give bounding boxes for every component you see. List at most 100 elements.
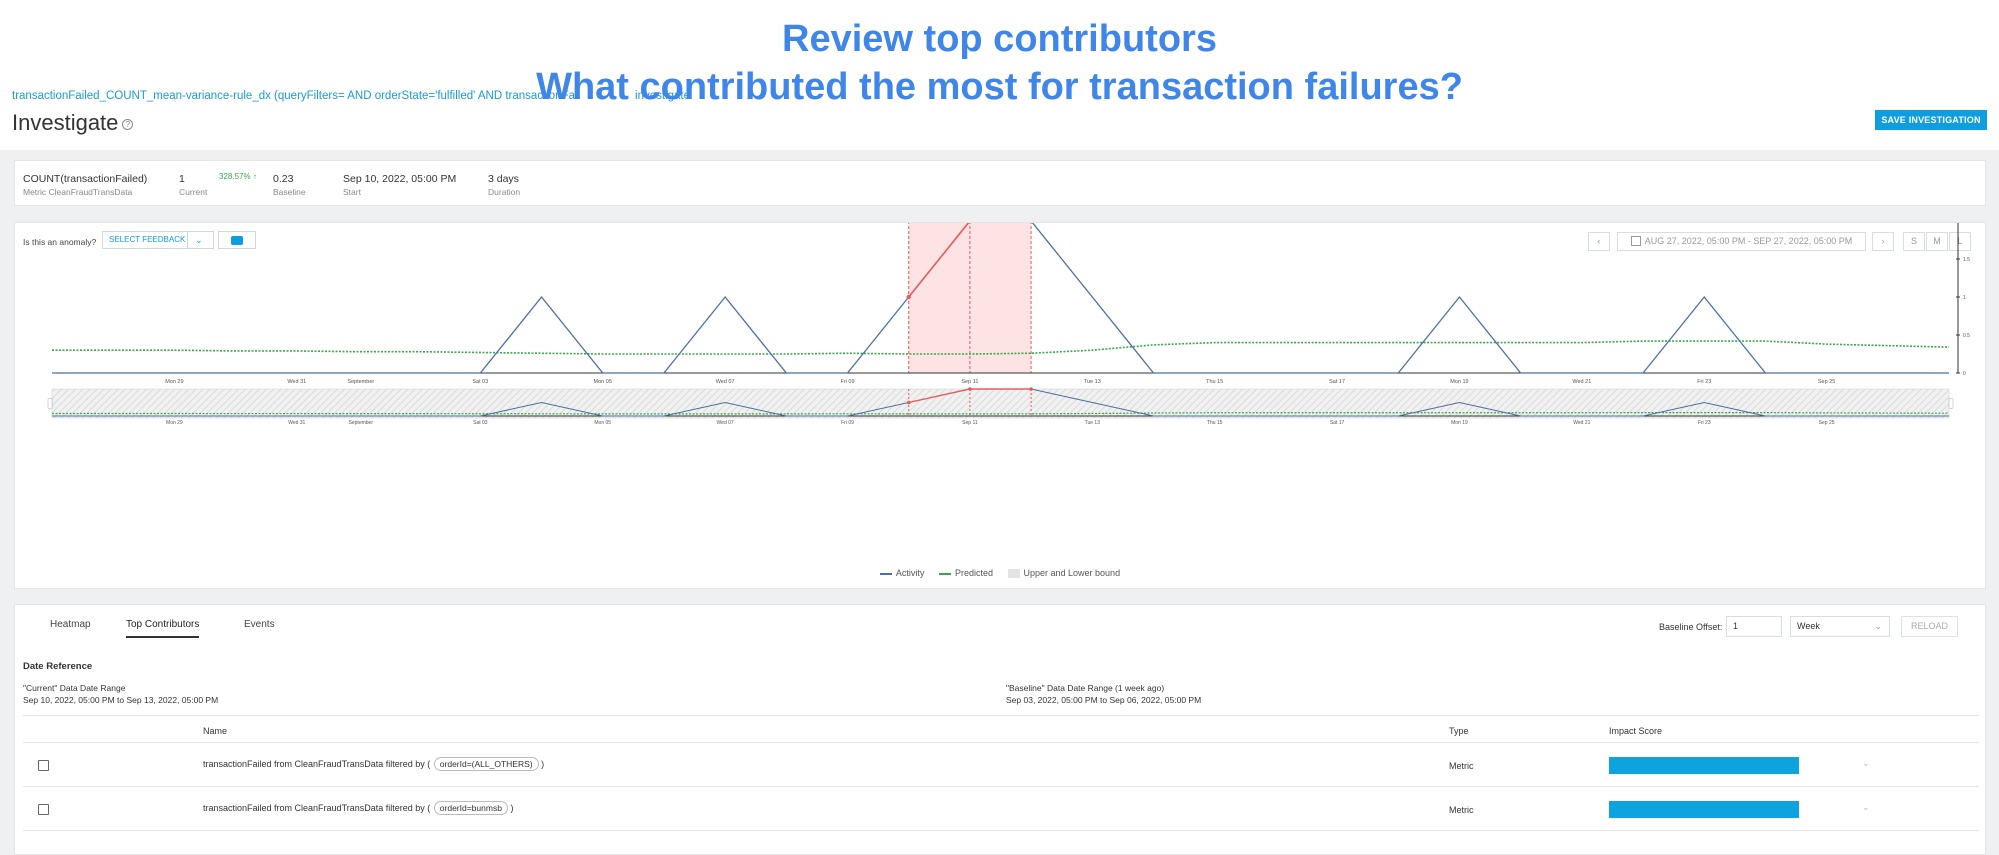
x-tick-label: Mon 29 (165, 379, 183, 385)
table-row[interactable]: transactionFailed from CleanFraudTransDa… (23, 787, 1979, 831)
overview-tick-label: Sep 25 (1819, 420, 1835, 426)
x-tick-label: Sat 03 (472, 379, 488, 385)
baseline-unit-select[interactable]: Week ⌄ (1790, 616, 1890, 637)
size-s-button[interactable]: S (1903, 232, 1925, 251)
y-tick-label: 1.5 (1963, 257, 1970, 263)
size-m-button[interactable]: M (1926, 232, 1948, 251)
overview-tick-label: Wed 07 (717, 420, 734, 426)
feedback-dropdown[interactable]: SELECT FEEDBACK ⌄ (102, 231, 214, 249)
chevron-down-icon: ⌄ (195, 235, 203, 245)
x-tick-label: Sep 11 (961, 379, 978, 385)
chevron-down-icon[interactable]: ⌄ (1862, 802, 1870, 812)
overview-tick-label: Sat 17 (1330, 420, 1345, 426)
tab-events[interactable]: Events (244, 619, 275, 630)
x-tick-label: Tue 13 (1084, 379, 1101, 385)
legend-predicted[interactable]: Predicted (938, 568, 993, 578)
date-range-text: AUG 27, 2022, 05:00 PM - SEP 27, 2022, 0… (1644, 236, 1853, 246)
metric-summary-card: COUNT(transactionFailed) Metric CleanFra… (14, 160, 1986, 206)
overview-tick-label: Sep 11 (962, 420, 978, 426)
current-label: Current (179, 187, 208, 197)
filter-chip[interactable]: orderId=(ALL_OTHERS) (433, 757, 539, 771)
save-investigation-button[interactable]: SAVE INVESTIGATION (1875, 110, 1987, 130)
baseline-label: Baseline (273, 187, 306, 197)
x-tick-label: Thu 15 (1206, 379, 1223, 385)
page-title: Investigate? (12, 110, 134, 136)
row-type: Metric (1449, 761, 1474, 771)
anomaly-activity-line (908, 223, 970, 298)
x-tick-label: Sat 17 (1329, 379, 1345, 385)
duration-value: 3 days (488, 173, 519, 185)
chevron-down-icon: ⌄ (1874, 621, 1882, 631)
overview-tick-label: Fri 23 (1698, 420, 1711, 426)
overview-tick-label: Mon 05 (594, 420, 611, 426)
overview-tick-label: Thu 15 (1207, 420, 1223, 426)
table-row[interactable]: transactionFailed from CleanFraudTransDa… (23, 743, 1979, 787)
tab-top-contributors[interactable]: Top Contributors (126, 619, 200, 638)
impact-score-bar (1609, 757, 1799, 774)
metric-name: COUNT(transactionFailed) (23, 173, 148, 185)
baseline-offset-input[interactable]: 1 (1726, 616, 1782, 637)
overview-tick-label: Wed 21 (1573, 420, 1590, 426)
baseline-value: 0.23 (273, 173, 294, 185)
column-type[interactable]: Type (1449, 726, 1469, 736)
baseline-range-title: "Baseline" Data Date Range (1 week ago) (1006, 683, 1165, 693)
start-value: Sep 10, 2022, 05:00 PM (343, 173, 457, 185)
overview-predicted-line (52, 412, 1950, 415)
current-date-range: "Current" Data Date Range Sep 10, 2022, … (23, 682, 218, 706)
x-tick-label: Fri 23 (1697, 379, 1711, 385)
duration-label: Duration (488, 187, 521, 197)
current-range-value: Sep 10, 2022, 05:00 PM to Sep 13, 2022, … (23, 695, 219, 705)
x-tick-label: Fri 09 (840, 379, 854, 385)
activity-chart[interactable]: 0 0.5 1 1.5 2 Mon 29 Wed 31 September Sat 03 Mon … (15, 223, 1987, 568)
row-name: transactionFailed from CleanFraudTransDa… (203, 801, 514, 815)
overview-tick-label: Mon 29 (166, 420, 183, 426)
page-title-text: Investigate (12, 110, 119, 135)
row-type: Metric (1449, 805, 1474, 815)
summary-duration: 3 days Duration (488, 173, 520, 197)
filter-chip[interactable]: orderId=bunmsb (433, 801, 508, 815)
impact-score-bar (1609, 801, 1799, 818)
column-impact-score[interactable]: Impact Score (1609, 726, 1663, 736)
brush-handle-right (1948, 398, 1954, 409)
legend-activity[interactable]: Activity (879, 568, 924, 578)
range-prev-button[interactable]: ‹ (1588, 232, 1610, 251)
breadcrumb-alert-link[interactable]: transactionFailed_COUNT_mean-variance-ru… (12, 90, 576, 102)
y-tick-label: 1 (1963, 295, 1966, 301)
range-next-button[interactable]: › (1872, 232, 1894, 251)
x-tick-label: Mon 05 (594, 379, 612, 385)
x-tick-label: Wed 21 (1572, 379, 1591, 385)
row-checkbox[interactable] (38, 804, 49, 815)
current-range-title: "Current" Data Date Range (23, 683, 126, 693)
breadcrumb-current: investigate (635, 90, 691, 102)
predicted-series-line (52, 340, 1950, 355)
overview-anomaly-point (906, 400, 911, 405)
overview-tick-label: Sat 03 (473, 420, 488, 426)
column-name[interactable]: Name (203, 726, 228, 736)
legend-bounds[interactable]: Upper and Lower bound (1007, 568, 1120, 579)
breadcrumb[interactable]: transactionFailed_COUNT_mean-variance-ru… (12, 90, 690, 102)
summary-metric: COUNT(transactionFailed) Metric CleanFra… (23, 173, 147, 197)
brush-handle-left (47, 398, 53, 409)
chevron-down-icon[interactable]: ⌄ (1862, 758, 1870, 768)
change-percent: 328.57% ↑ (219, 172, 257, 181)
row-checkbox[interactable] (38, 760, 49, 771)
overview-tick-label: Tue 13 (1085, 420, 1101, 426)
date-range-picker[interactable]: AUG 27, 2022, 05:00 PM - SEP 27, 2022, 0… (1617, 232, 1866, 251)
reload-button[interactable]: RELOAD (1901, 616, 1958, 637)
anomaly-point (906, 294, 911, 300)
overview-tick-label: Fri 09 (841, 420, 854, 426)
anomaly-chart-card: Is this an anomaly? SELECT FEEDBACK ⌄ ‹ … (14, 222, 1986, 589)
contributors-table-header: Name Type Impact Score (23, 715, 1979, 743)
help-icon[interactable]: ? (122, 118, 134, 130)
baseline-range-value: Sep 03, 2022, 05:00 PM to Sep 06, 2022, … (1006, 695, 1202, 705)
summary-current: 1 Current (179, 173, 207, 197)
tab-heatmap[interactable]: Heatmap (50, 619, 91, 630)
size-l-button[interactable]: L (1949, 232, 1971, 251)
comment-button[interactable] (218, 231, 256, 249)
row-name: transactionFailed from CleanFraudTransDa… (203, 757, 545, 771)
chart-legend: Activity Predicted Upper and Lower bound (15, 568, 1985, 579)
overlay-heading: Review top contributors (782, 18, 1217, 60)
y-tick-label: 0.5 (1963, 333, 1970, 339)
overview-anomaly-point (968, 387, 972, 391)
arrow-up-icon: ↑ (252, 172, 257, 181)
